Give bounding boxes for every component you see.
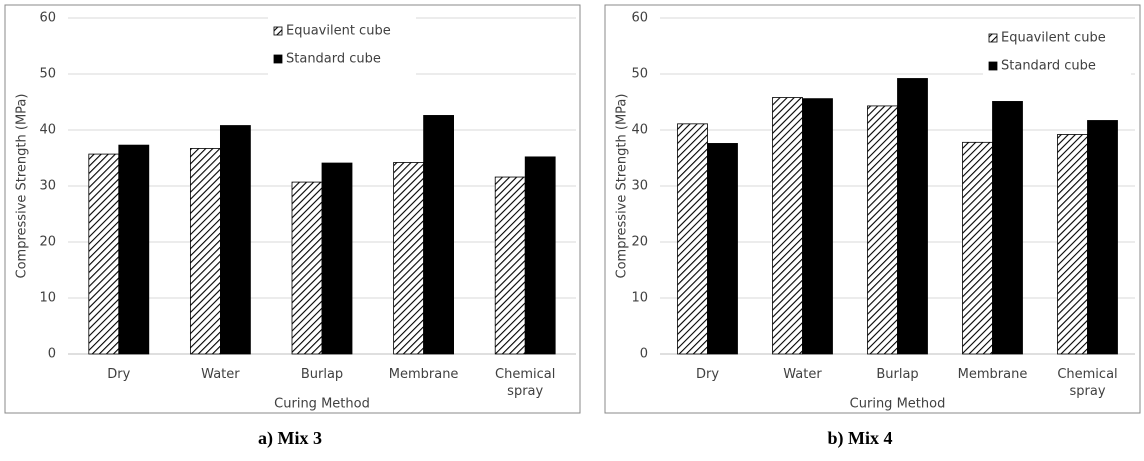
bar [524,156,556,355]
y-tick-label: 60 [39,11,56,26]
chart-frame [4,4,581,414]
x-tick-label: Burlap [876,367,919,382]
legend-swatch [988,33,998,43]
bar [321,162,353,355]
bar [494,176,526,355]
legend-swatch [273,26,283,36]
y-axis-label: Compressive Strength (MPa) [15,94,30,279]
x-tick-label: Water [201,367,240,382]
y-tick-label: 50 [631,67,648,82]
x-tick-label: Membrane [957,367,1028,382]
y-tick-label: 40 [39,123,56,138]
caption: b) Mix 4 [828,428,893,449]
x-tick-label: Dry [107,367,131,382]
bar [423,115,455,355]
y-tick-label: 40 [631,123,648,138]
x-tick-label-box: Chemical spray [1057,367,1118,399]
y-tick-label: 30 [631,179,648,194]
x-tick-label: Burlap [300,367,344,382]
x-tick-label-box: Membrane [957,367,1028,382]
y-tick-label: 0 [640,347,648,362]
bar [219,125,251,355]
x-tick-label-box: Water [201,367,240,382]
legend-label: Equavilent cube [286,24,391,39]
x-tick-label: Water [783,367,822,382]
bar [897,78,928,355]
x-tick-label: Chemical spray [495,367,556,399]
x-tick-label: Membrane [388,367,459,382]
x-tick-label-box: Dry [695,367,720,382]
legend-box [983,22,1131,82]
legend-swatch [988,61,998,71]
bar [992,101,1023,355]
legend-swatch [273,54,283,64]
y-tick-label: 10 [631,291,648,306]
bar [962,141,993,355]
legend-label: Equavilent cube [1001,31,1106,46]
y-tick-label: 60 [631,11,648,26]
y-tick-label: 0 [48,347,56,362]
x-tick-label: Dry [695,367,720,382]
bar [1087,120,1118,355]
x-axis-label: Curing Method [850,397,946,412]
x-tick-label-box: Burlap [300,367,344,382]
bar [677,123,708,355]
legend-label: Standard cube [286,52,381,67]
y-tick-label: 50 [39,67,56,82]
bar [1057,134,1088,355]
y-tick-label: 20 [631,235,648,250]
bar [802,98,833,355]
x-tick-label-box: Membrane [388,367,459,382]
chart-frame [604,4,1141,414]
bar [707,143,738,355]
y-tick-label: 30 [39,179,56,194]
x-tick-label-box: Dry [107,367,131,382]
legend-box [268,15,416,75]
x-tick-label: Chemical spray [1057,367,1118,399]
x-tick-label-box: Water [783,367,822,382]
caption: a) Mix 3 [258,428,322,449]
bar [189,148,221,355]
y-axis-label: Compressive Strength (MPa) [615,94,630,279]
y-tick-label: 20 [39,235,56,250]
legend-label: Standard cube [1001,59,1096,74]
bar [772,97,803,355]
bar [88,153,120,355]
bar [291,181,323,355]
bar [867,105,898,355]
x-axis-label: Curing Method [274,397,370,412]
y-tick-label: 10 [39,291,56,306]
bar [393,162,425,355]
x-tick-label-box: Burlap [876,367,919,382]
bar [118,144,150,355]
x-tick-label-box: Chemical spray [495,367,556,399]
